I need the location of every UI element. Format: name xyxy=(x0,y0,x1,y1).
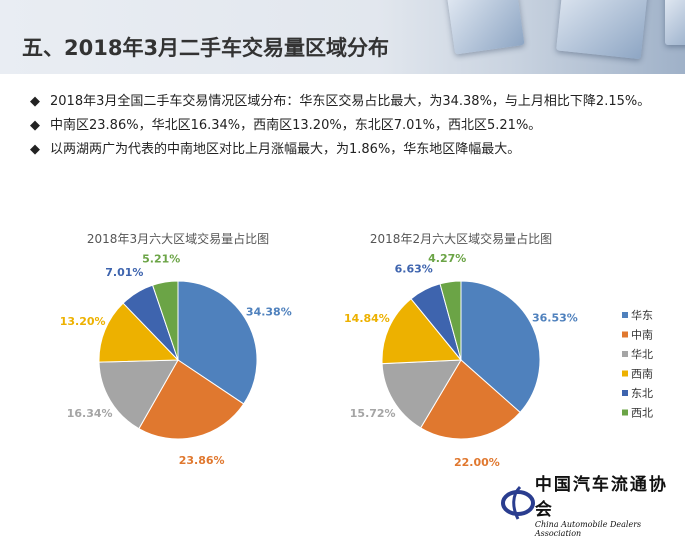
cada-emblem-icon xyxy=(501,485,535,520)
data-label: 14.84% xyxy=(344,312,390,325)
cada-logo: 中国汽车流通协会 China Automobile Dealers Associ… xyxy=(500,470,685,538)
pie-slice-西北 xyxy=(151,280,179,361)
bullet-list: ◆ 2018年3月全国二手车交易情况区域分布：华东区交易占比最大，为34.38%，… xyxy=(30,92,660,164)
legend-swatch xyxy=(622,331,628,338)
header-banner xyxy=(0,0,685,74)
data-label: 5.21% xyxy=(142,252,180,265)
pie-slice-华北 xyxy=(98,359,179,430)
legend-item: 东北 xyxy=(631,387,653,400)
data-label: 7.01% xyxy=(105,266,143,279)
legend-swatch xyxy=(622,390,628,396)
data-label: 4.27% xyxy=(428,252,466,265)
pie-slice-中南 xyxy=(419,359,521,440)
legend-swatch xyxy=(622,370,628,377)
diamond-icon: ◆ xyxy=(30,94,40,109)
chart-title: 2018年3月六大区域交易量占比图 xyxy=(87,231,269,246)
data-label: 36.53% xyxy=(532,312,578,325)
diamond-icon: ◆ xyxy=(30,118,40,133)
decorative-cube xyxy=(665,0,685,45)
legend-item: 西北 xyxy=(631,407,653,420)
pie-slice-中南 xyxy=(138,359,245,440)
legend-item: 中南 xyxy=(631,329,653,342)
bullet-item: ◆ 以两湖两广为代表的中南地区对比上月涨幅最大，为1.86%，华东地区降幅最大。 xyxy=(30,140,660,160)
pie-slice-西南 xyxy=(98,302,180,363)
legend-swatch xyxy=(622,351,628,357)
bullet-item: ◆ 中南区23.86%，华北区16.34%，西南区13.20%，东北区7.01%，… xyxy=(30,116,660,136)
data-label: 34.38% xyxy=(246,305,292,318)
data-label: 23.86% xyxy=(179,454,225,467)
pie-slice-华北 xyxy=(381,359,462,429)
data-label: 6.63% xyxy=(395,262,433,275)
legend-item: 华北 xyxy=(631,347,653,361)
pie-charts: 2018年3月六大区域交易量占比图 34.38% 23.86% 16.34% 13.20… xyxy=(60,231,653,469)
pie-slice-华东 xyxy=(460,280,541,414)
legend-item: 西南 xyxy=(631,368,653,381)
bullet-item: ◆ 2018年3月全国二手车交易情况区域分布：华东区交易占比最大，为34.38%，… xyxy=(30,92,660,112)
data-label: 15.72% xyxy=(350,407,396,420)
data-label: 22.00% xyxy=(454,456,500,469)
data-label: 13.20% xyxy=(60,315,106,328)
legend-swatch xyxy=(622,409,628,416)
data-label: 16.34% xyxy=(67,407,113,420)
pie-slice-西南 xyxy=(381,298,463,365)
legend-swatch xyxy=(622,312,628,318)
page-title: 五、2018年3月二手车交易量区域分布 xyxy=(22,36,390,60)
chart-title: 2018年2月六大区域交易量占比图 xyxy=(370,231,552,246)
diamond-icon: ◆ xyxy=(30,142,40,157)
legend-item: 华东 xyxy=(631,308,653,322)
pie-slice-西北 xyxy=(439,280,462,361)
